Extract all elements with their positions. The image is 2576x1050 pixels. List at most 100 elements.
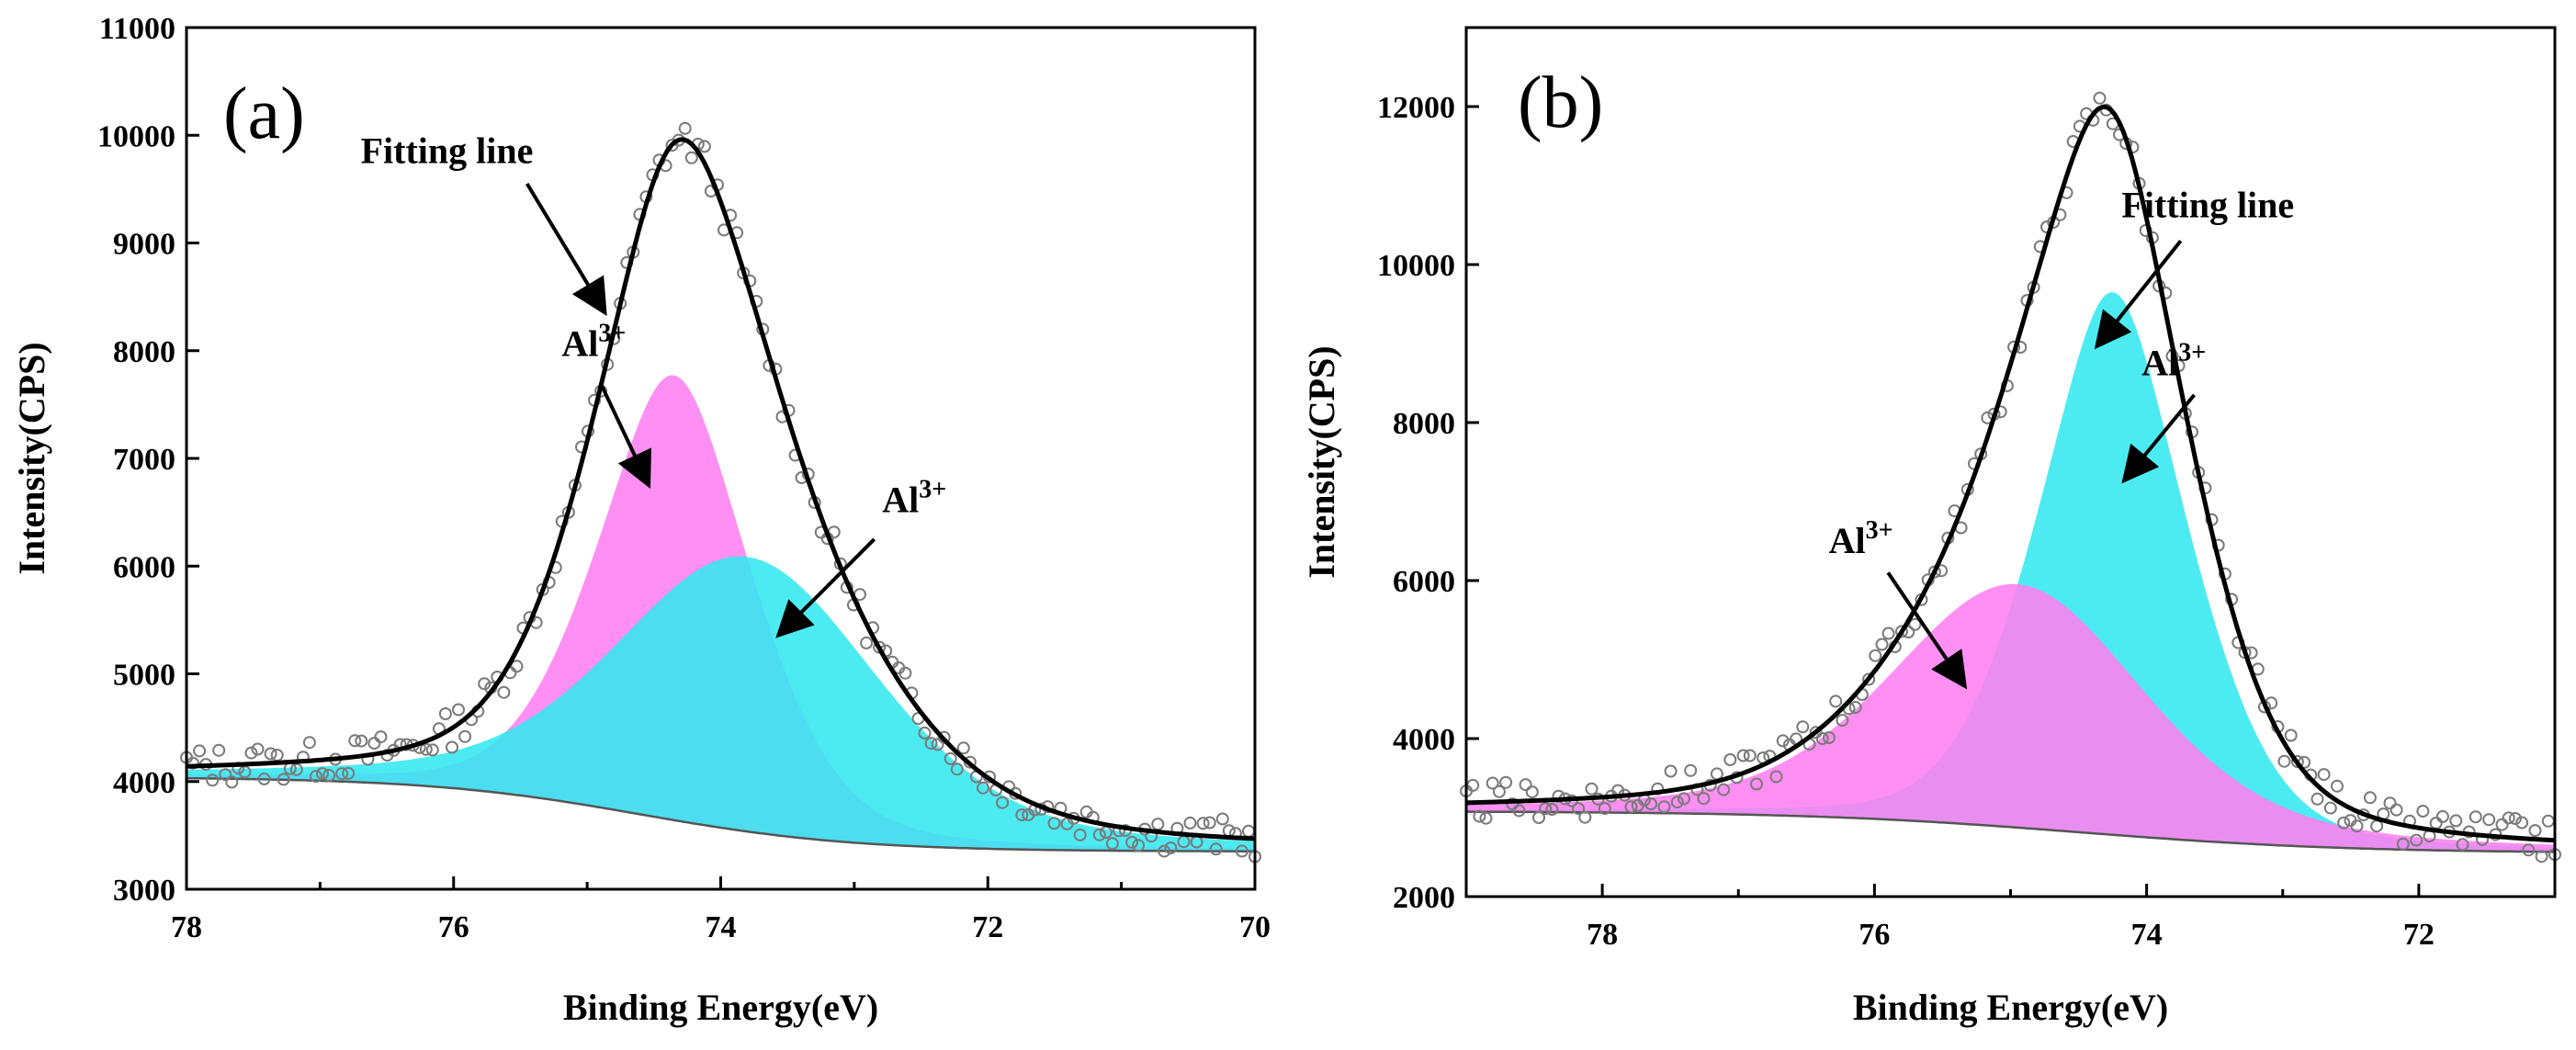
y-tick-label: 10000 [1377, 249, 1455, 283]
panel-label: (a) [223, 73, 305, 154]
y-tick-label: 8000 [1393, 407, 1455, 441]
data-point [458, 729, 472, 743]
data-point [2331, 779, 2344, 793]
data-point [977, 781, 989, 795]
data-point [212, 743, 226, 757]
y-tick-label: 4000 [1393, 723, 1455, 757]
y-tick-label: 7000 [113, 443, 175, 477]
data-point [1196, 817, 1210, 830]
data-point [1684, 763, 1698, 777]
data-point [510, 660, 524, 673]
data-point [1151, 818, 1165, 831]
data-point [1823, 731, 1836, 744]
data-point [1644, 797, 1658, 811]
data-point [2495, 818, 2509, 831]
data-point [1776, 734, 1790, 748]
data-point [316, 767, 329, 781]
baseline-curve [186, 776, 1255, 852]
data-point [937, 730, 951, 744]
fitting-line-curve [186, 137, 1256, 841]
panel-label: (b) [1518, 62, 1603, 143]
data-point [270, 749, 284, 762]
data-point [310, 770, 322, 784]
data-point [1473, 809, 1486, 823]
x-tick-label: 72 [2403, 918, 2435, 952]
al3-label: Al3+ [561, 320, 626, 365]
charge-superscript: 3+ [919, 476, 946, 504]
data-point [2363, 791, 2377, 805]
data-point [206, 773, 220, 787]
data-point [1222, 824, 1236, 838]
al3-label: Al3+ [2141, 338, 2206, 383]
data-point [2435, 809, 2449, 823]
data-point [1736, 749, 1750, 762]
data-point [244, 746, 258, 760]
x-tick-label: 78 [1587, 918, 1618, 952]
data-point [193, 744, 207, 758]
data-point [257, 772, 271, 785]
data-point [1499, 775, 1513, 789]
data-point [497, 685, 511, 699]
data-point [1796, 720, 1810, 734]
data-point [931, 738, 944, 751]
data-point [335, 767, 349, 781]
annotation-arrow [525, 182, 607, 317]
data-point [2429, 817, 2443, 830]
data-point [1479, 811, 1493, 825]
data-point [342, 766, 356, 780]
data-point [1624, 800, 1638, 814]
data-point [367, 737, 381, 751]
data-point [2416, 805, 2430, 818]
data-point [1525, 785, 1539, 799]
al-symbol: Al [561, 323, 598, 365]
y-tick-label: 6000 [1393, 565, 1455, 599]
x-tick-label: 76 [438, 910, 469, 944]
data-point [684, 151, 698, 164]
data-point [277, 773, 290, 786]
data-point [2469, 810, 2482, 824]
data-point [302, 736, 316, 750]
data-point [1664, 764, 1678, 778]
data-point [438, 707, 452, 720]
data-point [1862, 672, 1876, 686]
data-point [1519, 778, 1532, 792]
data-point [1869, 649, 1882, 662]
data-point [956, 741, 970, 755]
data-point [1769, 770, 1783, 784]
data-point [1815, 732, 1829, 745]
data-point [1158, 844, 1171, 858]
data-point [2535, 850, 2548, 864]
y-tick-label: 6000 [113, 550, 175, 584]
data-point [1545, 803, 1559, 817]
fitting-line-label: Fitting line [361, 130, 534, 172]
annotation-arrow [775, 537, 876, 638]
data-point [1235, 844, 1248, 858]
data-point [860, 636, 874, 649]
data-point [1215, 812, 1229, 826]
y-tick-label: 5000 [113, 659, 175, 693]
chart-panel-b: 78 76 74 72 2000 4000 6000 8000 10000 12000 Bindin… [1301, 26, 2561, 1028]
data-point [2541, 814, 2555, 828]
data-point [2390, 803, 2403, 817]
data-point [1073, 828, 1087, 841]
data-point [1895, 625, 1908, 638]
data-point [219, 768, 232, 782]
annotation-arrow [2094, 239, 2183, 350]
chart-panel-a: 78 76 74 72 70 3000 4000 5000 6000 7000 8000 9000 10… [11, 12, 1271, 1028]
data-point [1242, 824, 1255, 838]
data-point [1908, 617, 1922, 631]
component-peak-2 [186, 556, 1255, 852]
data-point [1743, 749, 1757, 762]
data-point [1875, 638, 1889, 651]
x-tick-label: 70 [1239, 910, 1271, 944]
data-point [1848, 701, 1862, 714]
y-tick-label: 2000 [1393, 881, 1455, 915]
data-point [2482, 813, 2496, 827]
annotation-arrow [598, 382, 651, 490]
charge-superscript: 3+ [598, 320, 626, 348]
data-point [924, 737, 938, 751]
data-point [1183, 816, 1197, 830]
data-point [2528, 824, 2542, 838]
data-point [1657, 800, 1671, 814]
